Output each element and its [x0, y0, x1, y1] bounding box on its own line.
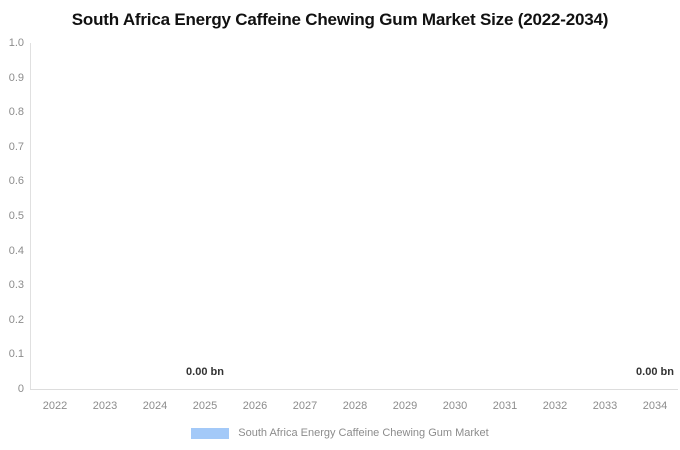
- x-tick-label: 2029: [392, 400, 418, 412]
- y-tick-label: 0.2: [8, 313, 24, 326]
- bar-value-label: 0.00 bn: [186, 366, 224, 378]
- y-tick-label: 0.7: [8, 140, 24, 153]
- x-tick-label: 2032: [542, 400, 568, 412]
- legend: South Africa Energy Caffeine Chewing Gum…: [0, 427, 680, 439]
- y-axis-line: [30, 43, 31, 390]
- y-tick-label: 0.5: [8, 210, 24, 222]
- y-tick-label: 1.0: [8, 37, 24, 49]
- y-tick-label: 0.3: [8, 279, 24, 292]
- bar-value-label: 0.00 bn: [636, 366, 674, 378]
- x-axis-line: [30, 389, 678, 390]
- chart-title: South Africa Energy Caffeine Chewing Gum…: [71, 10, 609, 29]
- x-tick-label: 2034: [642, 400, 668, 412]
- x-tick-label: 2031: [492, 400, 518, 412]
- y-tick-label: 0.6: [8, 175, 24, 188]
- x-tick-label: 2027: [292, 400, 318, 412]
- legend-swatch-icon: [191, 427, 230, 439]
- x-tick-label: 2030: [442, 400, 468, 412]
- x-tick-label: 2025: [192, 400, 218, 412]
- x-tick-label: 2033: [592, 400, 618, 412]
- y-tick-label: 0: [17, 383, 24, 395]
- y-tick-label: 0.4: [8, 244, 24, 257]
- y-tick-label: 0.9: [8, 71, 24, 84]
- legend-label: South Africa Energy Caffeine Chewing Gum…: [238, 427, 489, 439]
- y-tick-label: 0.8: [8, 106, 24, 119]
- x-tick-label: 2023: [92, 400, 118, 412]
- x-tick-label: 2022: [42, 400, 68, 412]
- x-tick-label: 2024: [142, 400, 168, 412]
- x-tick-label: 2026: [242, 400, 268, 412]
- legend-item[interactable]: South Africa Energy Caffeine Chewing Gum…: [191, 427, 489, 439]
- y-tick-label: 0.1: [8, 348, 24, 361]
- x-tick-label: 2028: [342, 400, 368, 412]
